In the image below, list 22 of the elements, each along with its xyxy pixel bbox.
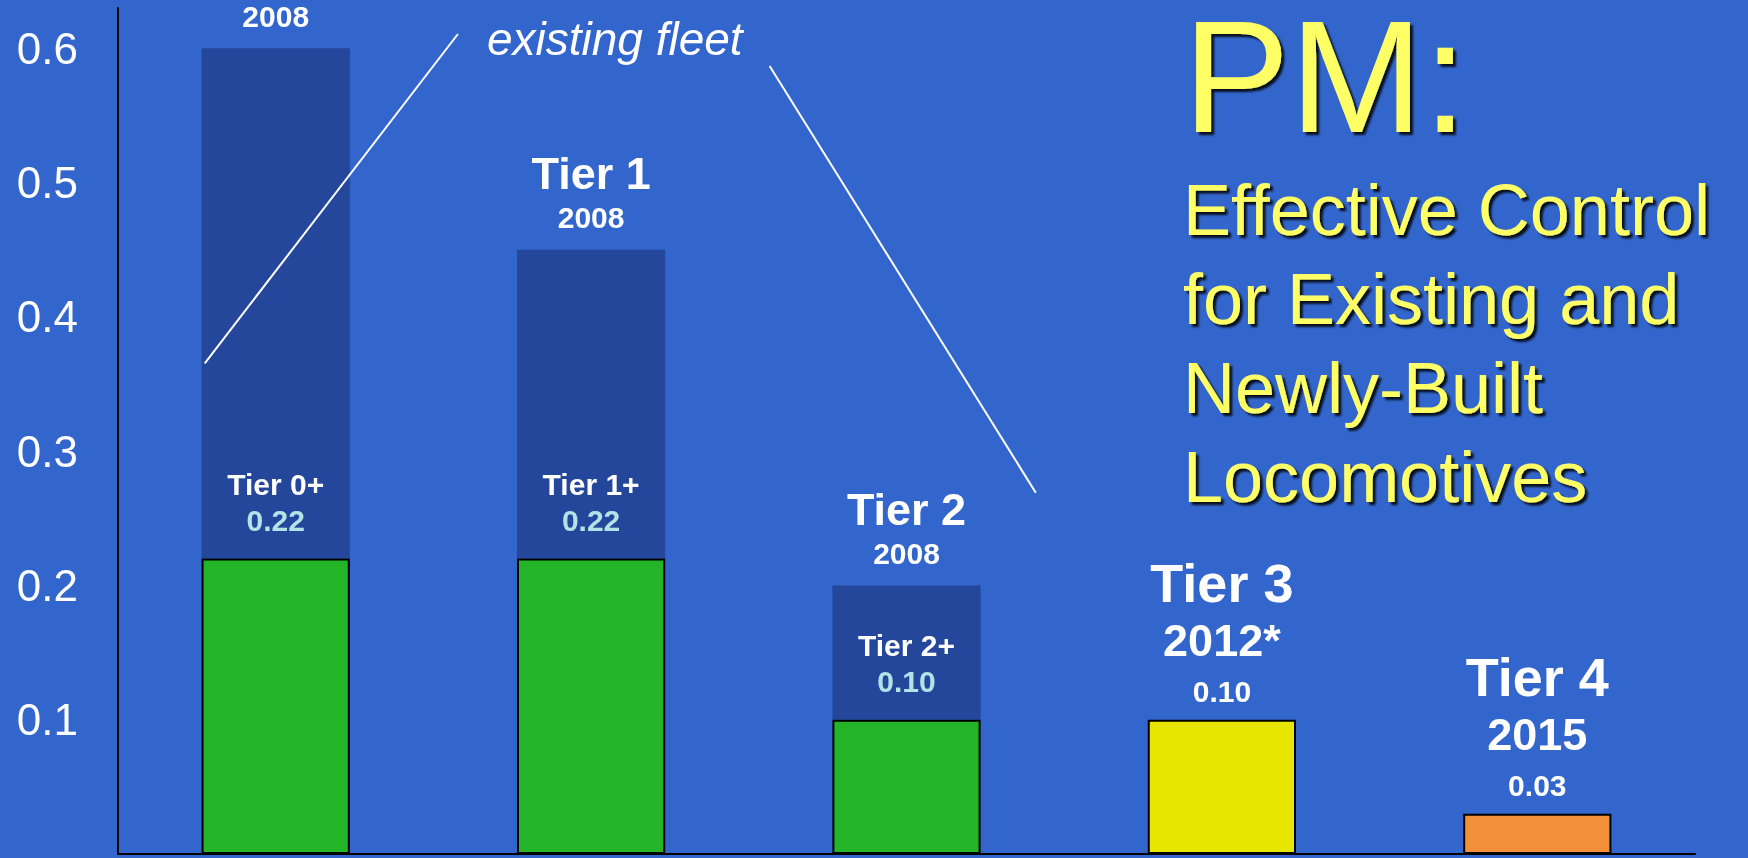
y-tick-label: 0.5 bbox=[16, 158, 78, 208]
chart-title: PM: bbox=[1183, 0, 1468, 166]
annotation: Tier 4 2015 bbox=[1465, 646, 1609, 761]
annotation: existing fleet bbox=[486, 13, 745, 65]
text: Effective Control for Existing and Newly-Built Locomotives bbox=[1183, 169, 1730, 517]
y-tick-label: 0.3 bbox=[16, 426, 78, 476]
annotation: Tier 1 2008 bbox=[531, 148, 651, 235]
data-label: Tier 0+ 0.22 bbox=[227, 468, 325, 538]
annotation: Tier 2 2008 bbox=[846, 483, 967, 570]
annotation: Tier 3 2012* bbox=[1150, 552, 1294, 667]
y-tick-label: 0.1 bbox=[16, 695, 78, 745]
data-label: Tier 1+ 0.22 bbox=[542, 468, 640, 538]
bar bbox=[516, 249, 666, 559]
annotation: 2008 bbox=[242, 0, 310, 33]
data-label: 0.10 bbox=[1192, 675, 1252, 709]
y-tick-label: 0.4 bbox=[16, 292, 78, 342]
bar bbox=[832, 585, 981, 720]
bar bbox=[201, 48, 350, 559]
y-tick-label: 0.2 bbox=[16, 560, 78, 610]
data-label: 0.03 bbox=[1508, 769, 1567, 803]
data-label: Tier 2+ 0.10 bbox=[857, 629, 956, 699]
y-tick-label: 0.6 bbox=[16, 23, 78, 73]
